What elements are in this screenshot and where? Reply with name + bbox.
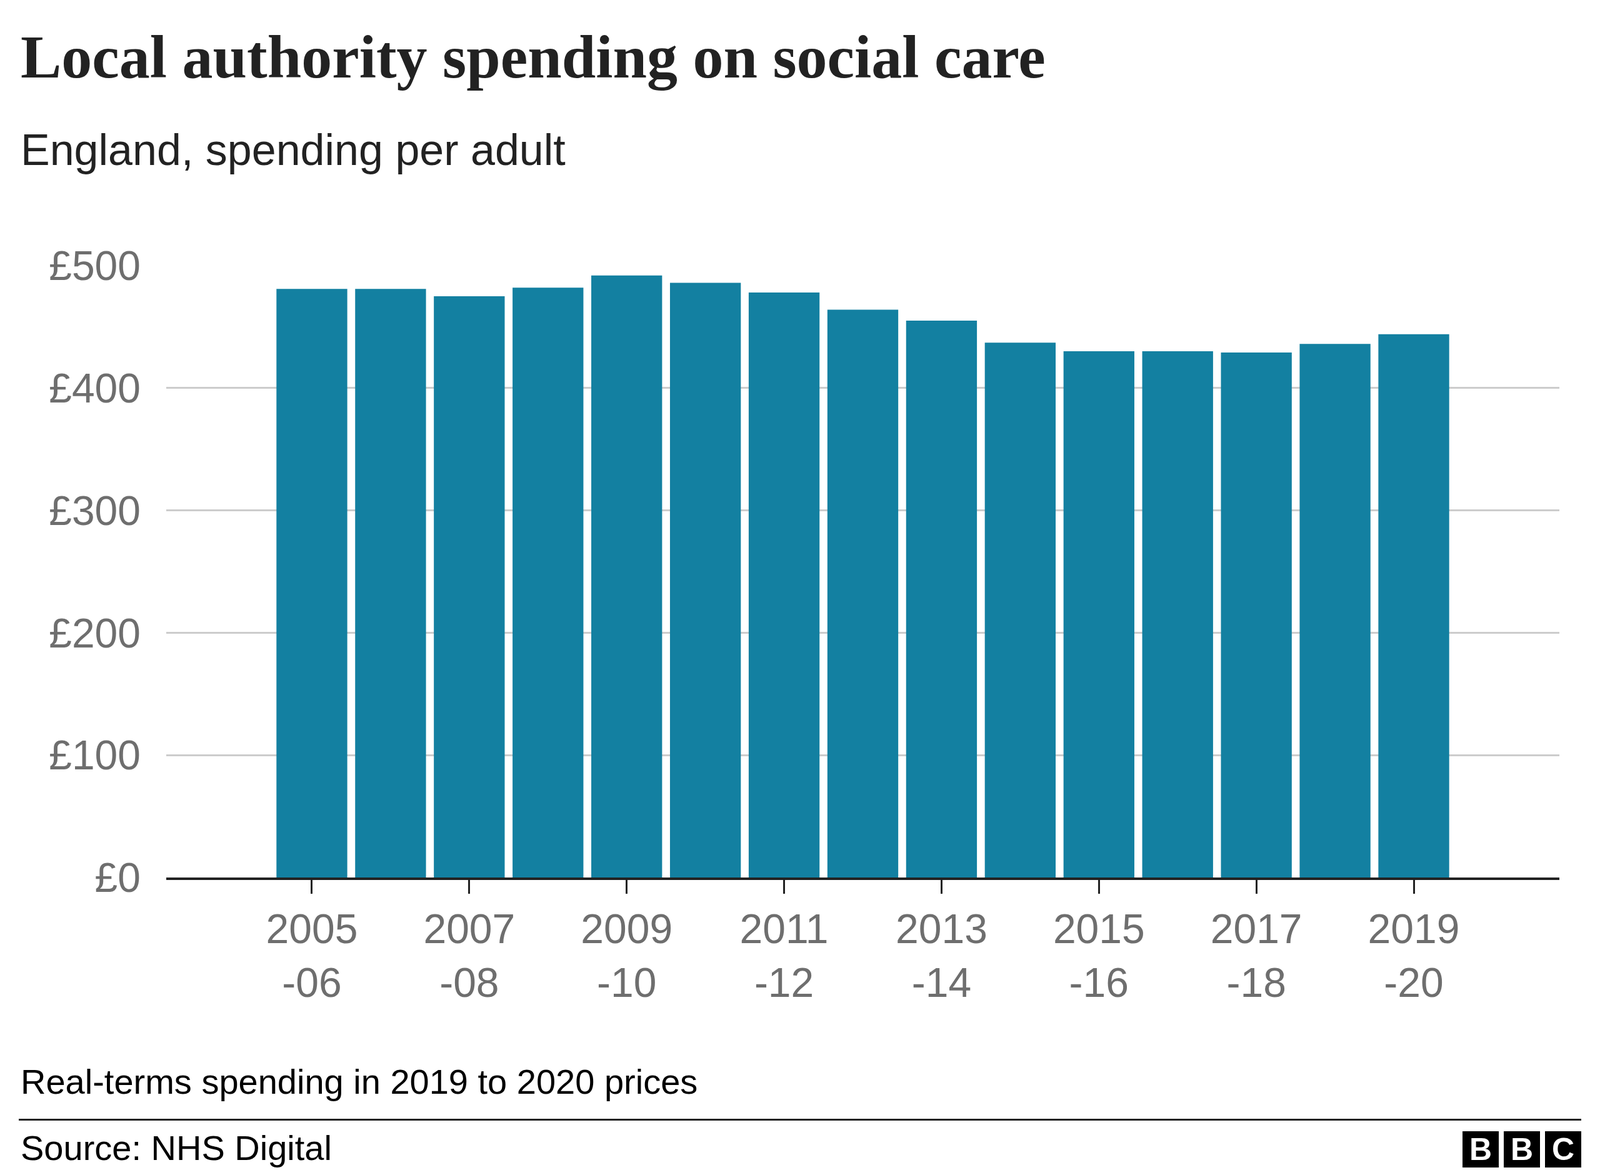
- svg-text:2007-08: 2007-08: [423, 905, 515, 1006]
- html-text:B: B: [1510, 1131, 1534, 1167]
- svg-text:2009-10: 2009-10: [580, 905, 673, 1006]
- svg-text:£500: £500: [48, 242, 141, 289]
- svg-text:£300: £300: [48, 487, 141, 534]
- svg-text:2017-18: 2017-18: [1210, 905, 1303, 1006]
- svg-text:2011-12: 2011-12: [740, 905, 829, 1006]
- svg-text:£400: £400: [48, 365, 141, 412]
- html-text:B: B: [1469, 1131, 1492, 1167]
- svg-text:£200: £200: [48, 610, 141, 657]
- html-text:Source: NHS Digital: Source: NHS Digital: [20, 1128, 332, 1168]
- html-text:Real-terms spending in 2019 to: Real-terms spending in 2019 to 2020 pric…: [20, 1061, 698, 1102]
- svg-text:£0: £0: [95, 854, 141, 901]
- html-text:England, spending per adult: England, spending per adult: [20, 125, 566, 175]
- svg-text:2019-20: 2019-20: [1368, 905, 1460, 1006]
- html-text:Local authority spending on so: Local authority spending on social care: [20, 23, 1046, 91]
- svg-text:2013-14: 2013-14: [895, 905, 988, 1006]
- svg-text:2005-06: 2005-06: [266, 905, 359, 1006]
- html-text:C: C: [1551, 1131, 1575, 1167]
- svg-text:£100: £100: [48, 731, 141, 779]
- svg-text:2015-16: 2015-16: [1053, 905, 1145, 1006]
